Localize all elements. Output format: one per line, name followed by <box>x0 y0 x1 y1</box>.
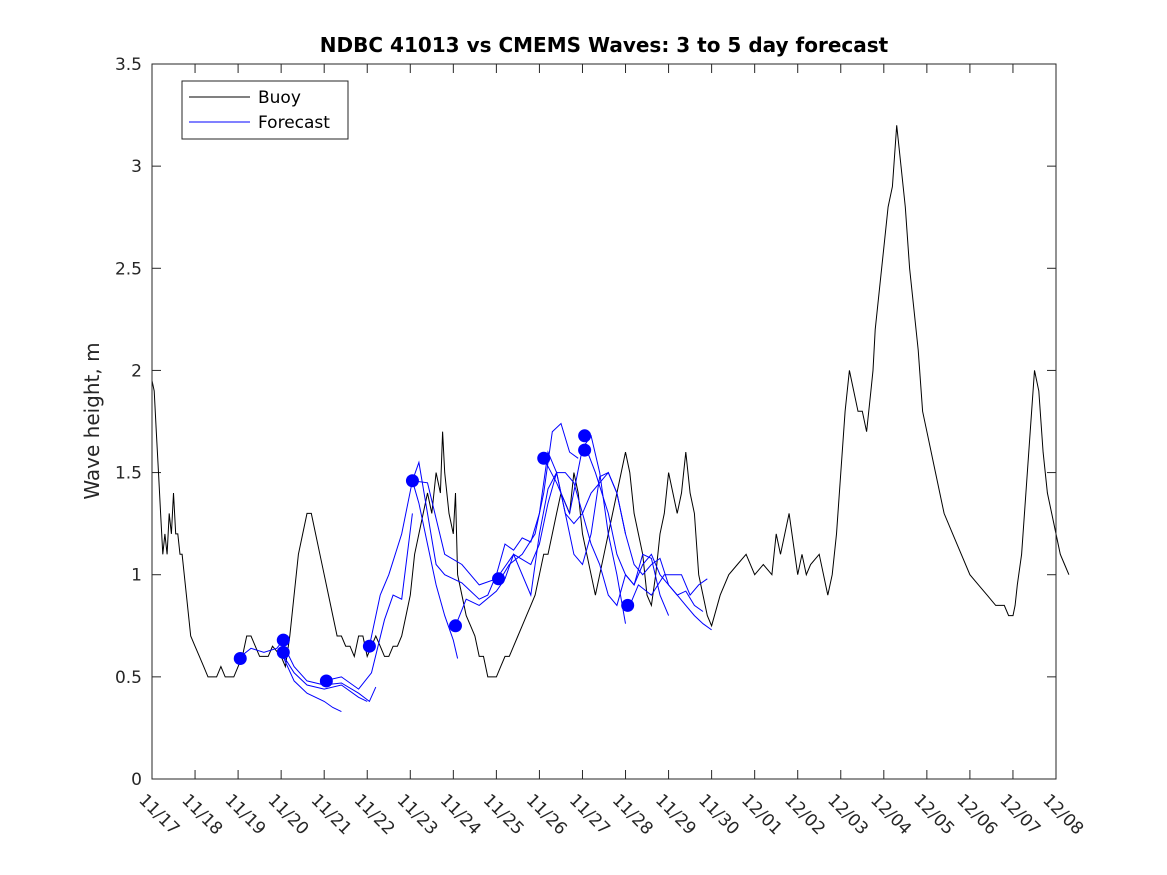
legend-forecast-label: Forecast <box>258 113 330 133</box>
plot-background <box>152 64 1056 779</box>
forecast-marker <box>276 645 290 659</box>
forecast-marker <box>578 429 592 443</box>
forecast-series-line <box>280 652 342 713</box>
forecast-marker <box>578 443 592 457</box>
forecast-marker <box>492 572 506 586</box>
forecast-series-line <box>368 450 626 647</box>
y-tick-label: 2 <box>131 361 142 381</box>
forecast-marker <box>362 639 376 653</box>
forecast-series-line <box>280 652 368 702</box>
y-tick-label: 2.5 <box>115 259 142 279</box>
chart-title: NDBC 41013 vs CMEMS Waves: 3 to 5 day fo… <box>320 33 889 57</box>
y-tick-label: 3.5 <box>115 55 142 75</box>
y-axis-ticks: 0 0.5 1 1.5 2 2.5 3 3.5 <box>115 55 1056 790</box>
forecast-marker <box>319 674 333 688</box>
forecast-marker <box>276 633 290 647</box>
forecast-markers <box>233 429 635 688</box>
forecast-marker <box>405 474 419 488</box>
forecast-series-line <box>629 574 708 606</box>
y-tick-label: 3 <box>131 157 142 177</box>
plot-area: 00.511.522.533.5 11/1711/1811/1911/2011/… <box>115 55 1087 839</box>
y-tick-label: 0 <box>131 770 142 790</box>
forecast-series-line <box>237 639 284 659</box>
forecast-series-line <box>500 422 579 580</box>
legend-buoy-label: Buoy <box>258 88 301 108</box>
forecast-series-line <box>586 449 670 616</box>
plot-frame <box>151 63 1057 780</box>
legend: Buoy Forecast <box>181 80 349 140</box>
forecast-series-line <box>324 513 413 690</box>
forecast-marker <box>448 619 462 633</box>
forecast-series-line <box>455 472 704 626</box>
forecast-series-line <box>411 480 459 659</box>
forecast-marker <box>233 651 247 665</box>
forecast-series-line <box>280 639 377 703</box>
y-tick-label: 1.5 <box>115 464 142 484</box>
legend-box <box>181 80 349 140</box>
buoy-series-line <box>151 125 1070 678</box>
forecast-marker <box>621 598 635 612</box>
forecast-marker <box>537 451 551 465</box>
y-tick-label: 0.5 <box>115 668 142 688</box>
y-axis-label: Wave height, m <box>80 342 104 499</box>
y-tick-label: 1 <box>131 566 142 586</box>
